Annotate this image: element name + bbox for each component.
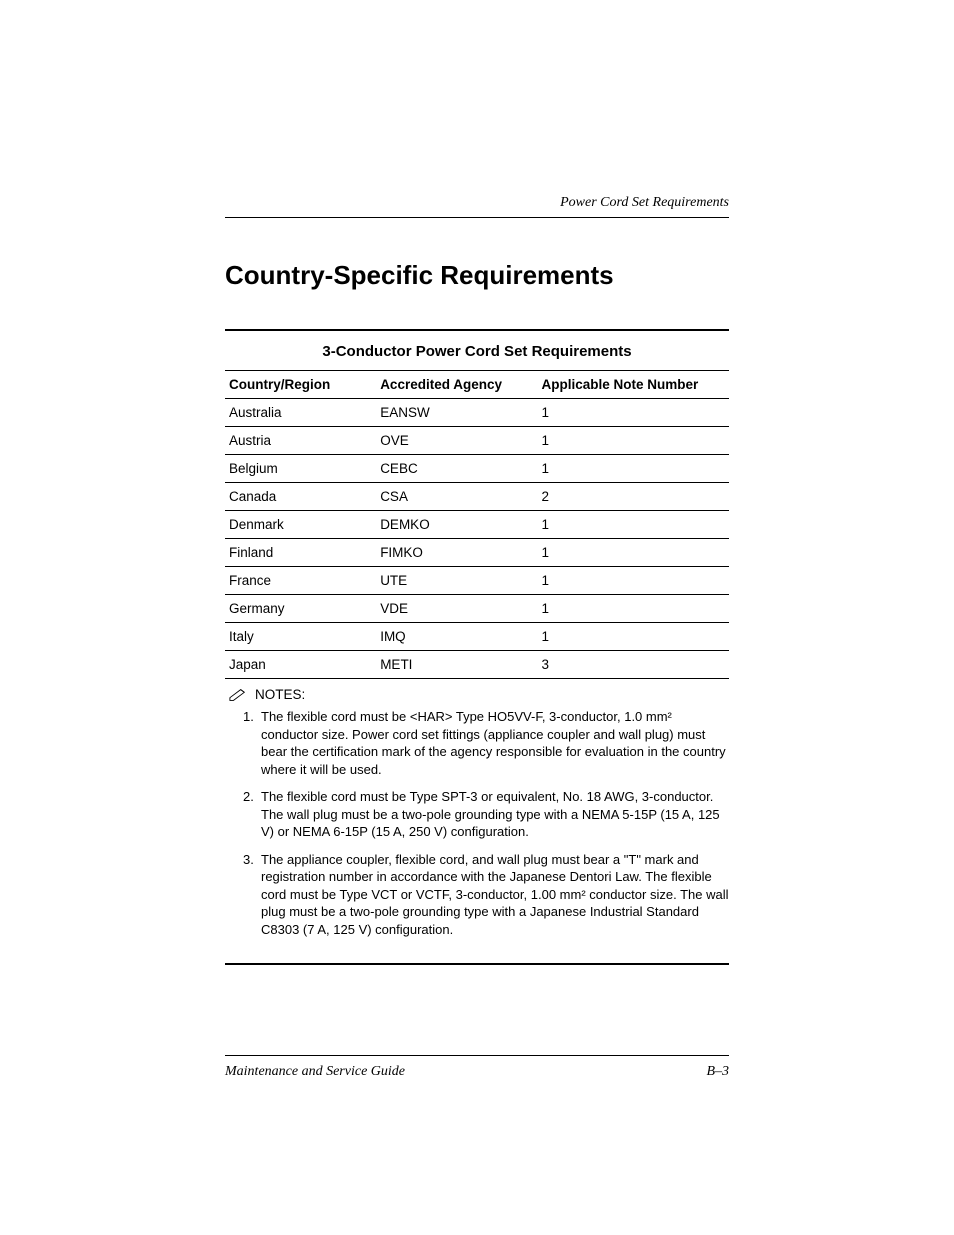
notes-label-row: NOTES: [225,687,729,702]
cell-note: 1 [537,567,729,595]
cell-agency: UTE [376,567,537,595]
cell-note: 1 [537,455,729,483]
note-item: 1. The flexible cord must be <HAR> Type … [225,708,729,778]
cell-note: 1 [537,511,729,539]
cell-country: Austria [225,427,376,455]
th-note: Applicable Note Number [537,371,729,399]
table-row: JapanMETI3 [225,651,729,679]
cell-note: 2 [537,483,729,511]
cell-note: 1 [537,399,729,427]
requirements-table: Country/Region Accredited Agency Applica… [225,370,729,679]
note-text: The appliance coupler, flexible cord, an… [261,851,729,939]
cell-country: Australia [225,399,376,427]
note-item: 3. The appliance coupler, flexible cord,… [225,851,729,939]
note-number: 1. [243,708,261,778]
notes-block: NOTES: 1. The flexible cord must be <HAR… [225,687,729,965]
table-row: BelgiumCEBC1 [225,455,729,483]
footer-left: Maintenance and Service Guide [225,1064,405,1080]
cell-note: 1 [537,427,729,455]
page-footer: Maintenance and Service Guide B–3 [225,1055,729,1080]
table-title: 3-Conductor Power Cord Set Requirements [225,343,729,360]
cell-country: Denmark [225,511,376,539]
table-row: ItalyIMQ1 [225,623,729,651]
cell-note: 1 [537,595,729,623]
th-country: Country/Region [225,371,376,399]
cell-agency: CSA [376,483,537,511]
table-row: FinlandFIMKO1 [225,539,729,567]
cell-note: 1 [537,539,729,567]
table-top-rule [225,329,729,331]
cell-agency: OVE [376,427,537,455]
cell-country: Belgium [225,455,376,483]
notes-label: NOTES: [255,687,305,702]
note-text: The flexible cord must be Type SPT-3 or … [261,788,729,841]
cell-country: France [225,567,376,595]
table-header-row: Country/Region Accredited Agency Applica… [225,371,729,399]
table-body: AustraliaEANSW1 AustriaOVE1 BelgiumCEBC1… [225,399,729,679]
cell-agency: IMQ [376,623,537,651]
table-row: AustriaOVE1 [225,427,729,455]
cell-agency: FIMKO [376,539,537,567]
document-page: Power Cord Set Requirements Country-Spec… [0,0,954,965]
cell-note: 1 [537,623,729,651]
cell-country: Canada [225,483,376,511]
cell-country: Finland [225,539,376,567]
note-number: 3. [243,851,261,939]
cell-country: Germany [225,595,376,623]
running-header: Power Cord Set Requirements [225,195,729,211]
table-row: FranceUTE1 [225,567,729,595]
table-row: GermanyVDE1 [225,595,729,623]
note-item: 2. The flexible cord must be Type SPT-3 … [225,788,729,841]
cell-country: Italy [225,623,376,651]
table-row: CanadaCSA2 [225,483,729,511]
cell-agency: VDE [376,595,537,623]
header-rule [225,217,729,218]
section-title: Country-Specific Requirements [225,260,729,291]
note-text: The flexible cord must be <HAR> Type HO5… [261,708,729,778]
cell-agency: EANSW [376,399,537,427]
cell-agency: DEMKO [376,511,537,539]
cell-agency: METI [376,651,537,679]
table-row: AustraliaEANSW1 [225,399,729,427]
th-agency: Accredited Agency [376,371,537,399]
cell-agency: CEBC [376,455,537,483]
table-row: DenmarkDEMKO1 [225,511,729,539]
cell-country: Japan [225,651,376,679]
footer-right: B–3 [706,1064,729,1080]
note-number: 2. [243,788,261,841]
pencil-icon [229,688,247,702]
cell-note: 3 [537,651,729,679]
